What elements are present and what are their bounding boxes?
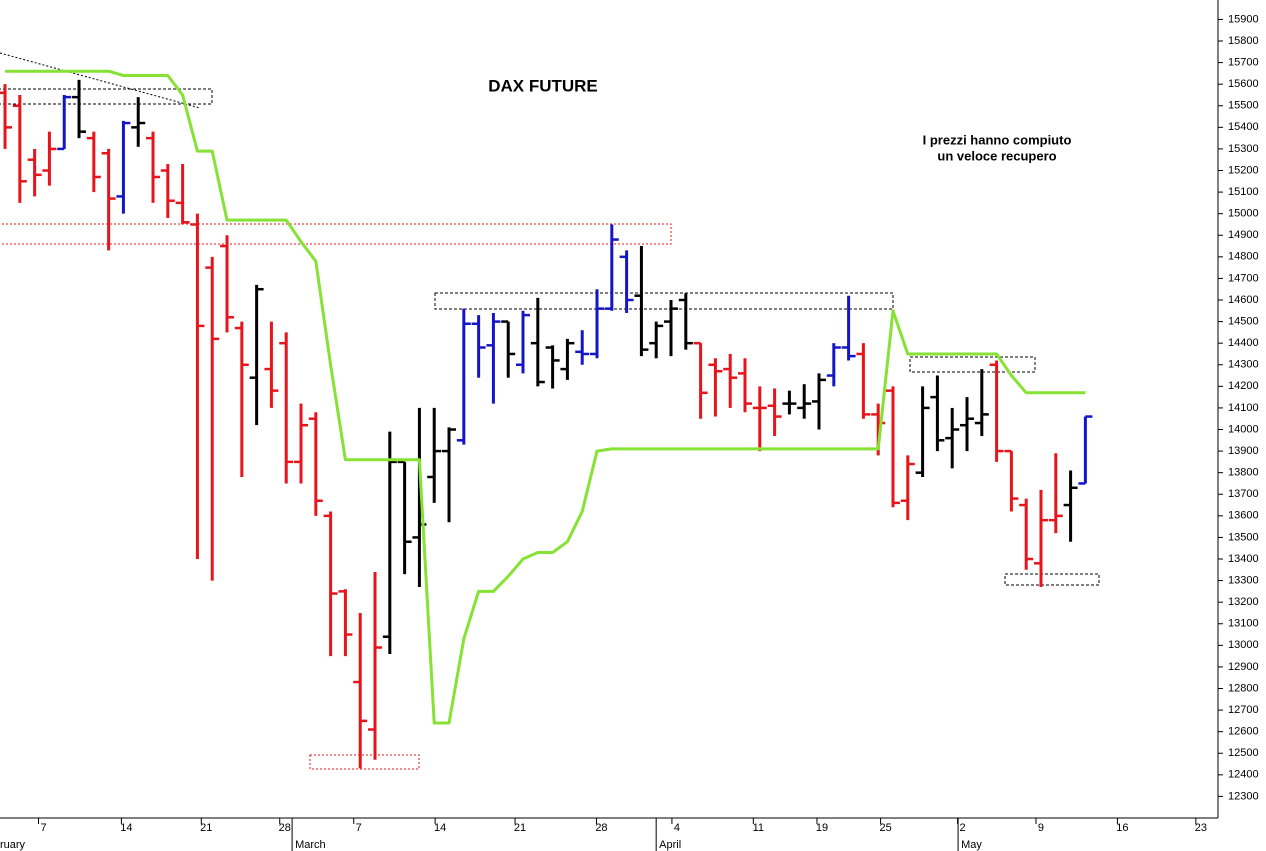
y-tick-label: 15500 bbox=[1228, 100, 1259, 112]
y-tick-label: 13600 bbox=[1228, 510, 1259, 522]
x-tick-label: 28 bbox=[595, 822, 607, 834]
y-tick-label: 15400 bbox=[1228, 121, 1259, 133]
x-tick-label: 9 bbox=[1038, 822, 1044, 834]
y-tick-label: 12900 bbox=[1228, 661, 1259, 673]
x-tick-label: 25 bbox=[879, 822, 891, 834]
y-tick-label: 12600 bbox=[1228, 726, 1259, 738]
y-tick-label: 15800 bbox=[1228, 35, 1259, 47]
zone bbox=[0, 223, 672, 245]
month-label: April bbox=[659, 839, 681, 851]
x-tick-label: 28 bbox=[279, 822, 291, 834]
y-tick-label: 13900 bbox=[1228, 445, 1259, 457]
y-tick-label: 15200 bbox=[1228, 164, 1259, 176]
y-tick-label: 12500 bbox=[1228, 747, 1259, 759]
y-tick-label: 14200 bbox=[1228, 380, 1259, 392]
zones bbox=[0, 52, 1100, 770]
y-tick-label: 15600 bbox=[1228, 78, 1259, 90]
annotation: un veloce recupero bbox=[937, 148, 1056, 163]
y-tick-label: 13800 bbox=[1228, 467, 1259, 479]
y-tick-label: 15900 bbox=[1228, 13, 1259, 25]
x-tick-label: 21 bbox=[514, 822, 526, 834]
x-tick-label: 16 bbox=[1116, 822, 1128, 834]
month-label: May bbox=[961, 839, 982, 851]
zone bbox=[0, 88, 213, 105]
trend-line bbox=[0, 52, 201, 109]
y-tick-label: 14900 bbox=[1228, 229, 1259, 241]
y-tick-label: 13300 bbox=[1228, 574, 1259, 586]
y-tick-label: 14300 bbox=[1228, 359, 1259, 371]
x-tick-label: 21 bbox=[200, 822, 212, 834]
stop-line bbox=[5, 69, 1086, 725]
x-tick-label: 2 bbox=[959, 822, 965, 834]
x-tick-label: 11 bbox=[753, 822, 764, 834]
zone bbox=[434, 292, 894, 310]
x-tick-label: 23 bbox=[1195, 822, 1207, 834]
y-tick-label: 13400 bbox=[1228, 553, 1259, 565]
x-tick-label: 7 bbox=[356, 822, 362, 834]
y-tick-label: 15100 bbox=[1228, 186, 1259, 198]
y-tick-label: 13100 bbox=[1228, 618, 1259, 630]
y-tick-label: 14700 bbox=[1228, 272, 1259, 284]
month-label: March bbox=[295, 839, 326, 851]
y-tick-label: 12700 bbox=[1228, 704, 1259, 716]
y-tick-label: 12400 bbox=[1228, 769, 1259, 781]
zone bbox=[309, 754, 420, 770]
y-tick-label: 14500 bbox=[1228, 315, 1259, 327]
y-tick-label: 14100 bbox=[1228, 402, 1259, 414]
x-tick-label: 14 bbox=[434, 822, 446, 834]
x-tick-label: 4 bbox=[674, 822, 680, 834]
y-tick-label: 13200 bbox=[1228, 596, 1259, 608]
x-tick-label: 14 bbox=[120, 822, 132, 834]
y-tick-label: 14800 bbox=[1228, 251, 1259, 263]
y-tick-label: 15700 bbox=[1228, 56, 1259, 68]
chart-title: DAX FUTURE bbox=[488, 76, 598, 95]
zone bbox=[1004, 573, 1100, 586]
zone bbox=[909, 356, 1036, 373]
y-tick-label: 13700 bbox=[1228, 488, 1259, 500]
annotation: I prezzi hanno compiuto bbox=[923, 132, 1072, 147]
y-tick-label: 15000 bbox=[1228, 208, 1259, 220]
y-tick-label: 13500 bbox=[1228, 531, 1259, 543]
month-label: ruary bbox=[0, 839, 26, 851]
y-tick-label: 14600 bbox=[1228, 294, 1259, 306]
y-tick-label: 12300 bbox=[1228, 790, 1259, 802]
y-tick-label: 15300 bbox=[1228, 143, 1259, 155]
y-tick-label: 14000 bbox=[1228, 423, 1259, 435]
y-tick-label: 12800 bbox=[1228, 682, 1259, 694]
x-tick-label: 19 bbox=[816, 822, 828, 834]
x-tick-label: 7 bbox=[40, 822, 46, 834]
y-tick-label: 14400 bbox=[1228, 337, 1259, 349]
y-tick-label: 13000 bbox=[1228, 639, 1259, 651]
